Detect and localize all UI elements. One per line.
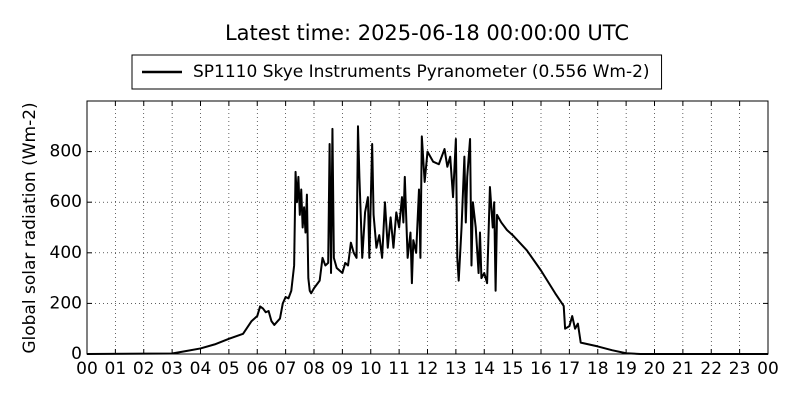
y-tick-label: 200 xyxy=(50,293,82,313)
x-tick-label: 10 xyxy=(360,359,382,379)
x-tick-label: 09 xyxy=(332,359,354,379)
x-tick-label: 06 xyxy=(246,359,268,379)
x-tick-label: 07 xyxy=(275,359,297,379)
x-tick-label: 21 xyxy=(672,359,694,379)
x-tick-label: 04 xyxy=(190,359,212,379)
x-tick-label: 00 xyxy=(76,359,98,379)
x-tick-label: 16 xyxy=(530,359,552,379)
x-tick-label: 05 xyxy=(218,359,240,379)
x-tick-label: 12 xyxy=(417,359,439,379)
legend-label: SP1110 Skye Instruments Pyranometer (0.5… xyxy=(193,62,650,82)
y-axis-label: Global solar radiation (Wm-2) xyxy=(20,102,40,353)
x-tick-label: 03 xyxy=(161,359,183,379)
x-tick-label: 11 xyxy=(388,359,410,379)
x-tick-label: 20 xyxy=(644,359,666,379)
legend-box xyxy=(131,54,663,90)
plot-frame xyxy=(86,100,769,355)
x-tick-label: 01 xyxy=(105,359,127,379)
x-tick-label: 14 xyxy=(473,359,495,379)
data-line xyxy=(86,125,768,355)
x-tick-label: 08 xyxy=(303,359,325,379)
x-tick-label: 17 xyxy=(559,359,581,379)
x-tick-label: 15 xyxy=(502,359,524,379)
y-tick-label: 400 xyxy=(50,243,82,263)
x-tick-label: 19 xyxy=(615,359,637,379)
y-tick-label: 800 xyxy=(50,142,82,162)
x-tick-label: 00 xyxy=(757,359,779,379)
x-tick-label: 23 xyxy=(729,359,751,379)
x-tick-label: 18 xyxy=(587,359,609,379)
y-tick-label: 0 xyxy=(71,344,82,364)
x-tick-label: 02 xyxy=(133,359,155,379)
chart-title: Latest time: 2025-06-18 00:00:00 UTC xyxy=(225,21,629,45)
y-tick-label: 600 xyxy=(50,192,82,212)
x-tick-label: 22 xyxy=(700,359,722,379)
x-tick-label: 13 xyxy=(445,359,467,379)
